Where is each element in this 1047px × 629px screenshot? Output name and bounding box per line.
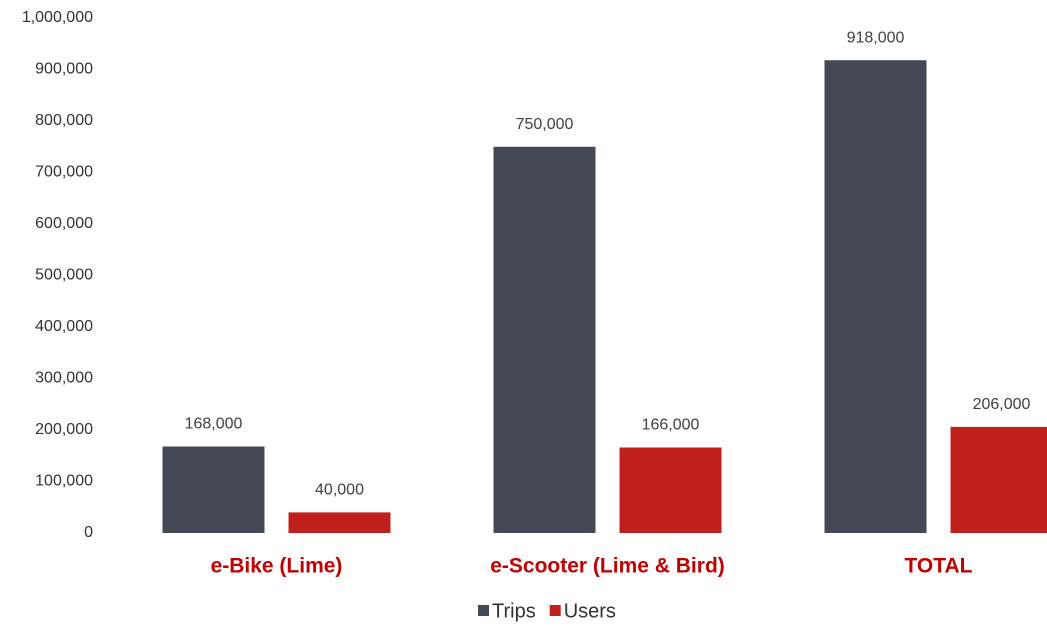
bar (824, 60, 927, 533)
y-tick-label: 800,000 (35, 112, 93, 129)
y-tick-label: 1,000,000 (22, 9, 93, 26)
value-label: 750,000 (516, 116, 574, 133)
bar (162, 446, 265, 533)
y-tick-label: 500,000 (35, 267, 93, 284)
y-tick-label: 300,000 (35, 370, 93, 387)
y-tick-label: 200,000 (35, 421, 93, 438)
bar (493, 146, 596, 533)
bar (619, 447, 722, 533)
legend-label: Users (564, 600, 616, 622)
x-tick-label: e-Scooter (Lime & Bird) (490, 555, 725, 578)
y-tick-label: 100,000 (35, 473, 93, 490)
legend-label: Trips (492, 600, 536, 622)
legend-swatch (478, 605, 489, 616)
y-tick-label: 0 (84, 524, 93, 541)
y-tick-label: 600,000 (35, 215, 93, 232)
y-tick-label: 700,000 (35, 164, 93, 181)
bar (950, 426, 1047, 533)
legend-swatch (549, 605, 561, 616)
bar (288, 512, 391, 533)
x-tick-label: e-Bike (Lime) (211, 555, 343, 578)
value-label: 166,000 (642, 417, 700, 434)
value-label: 206,000 (973, 396, 1031, 413)
y-tick-label: 900,000 (35, 61, 93, 78)
x-tick-label: TOTAL (904, 555, 972, 578)
y-tick-label: 400,000 (35, 318, 93, 335)
value-label: 40,000 (315, 482, 364, 499)
value-label: 918,000 (847, 29, 905, 46)
value-label: 168,000 (185, 416, 243, 433)
